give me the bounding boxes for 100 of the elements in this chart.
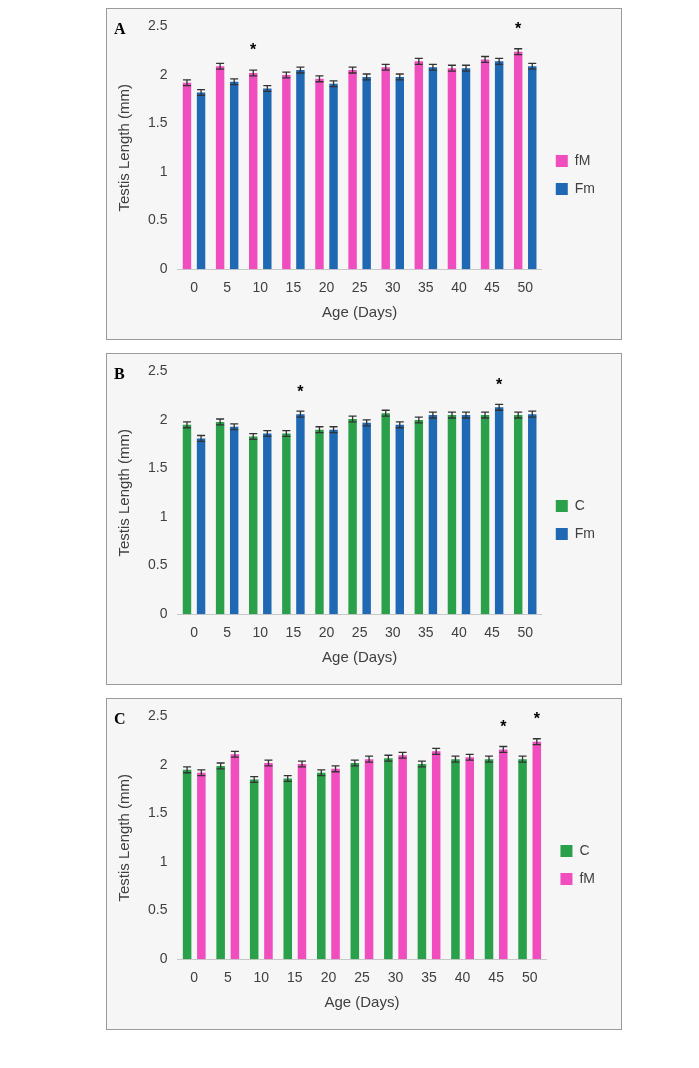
- annotation: *: [297, 382, 305, 400]
- annotation: *: [496, 375, 504, 393]
- chart-title: B: [114, 365, 125, 383]
- bar: [364, 759, 374, 960]
- y-tick-label: 0: [159, 950, 168, 967]
- bar: [484, 759, 494, 960]
- bar: [451, 759, 460, 960]
- bar: [350, 763, 360, 960]
- y-axis-title: Testis Length (mm): [115, 774, 133, 902]
- bar: [229, 426, 239, 615]
- legend-label: C: [574, 496, 585, 513]
- bar: [494, 61, 504, 270]
- y-tick-label: 2.5: [147, 17, 168, 34]
- bar: [414, 61, 424, 270]
- x-tick-label: 20: [318, 624, 335, 641]
- x-tick-label: 0: [190, 624, 199, 641]
- bar: [348, 70, 357, 270]
- y-tick-label: 2: [159, 65, 168, 82]
- bar: [362, 76, 371, 270]
- bar: [381, 67, 390, 270]
- bar: [317, 772, 326, 960]
- bar: [282, 74, 291, 270]
- bar: [398, 755, 407, 960]
- x-tick-label: 15: [287, 969, 303, 986]
- bar: [182, 424, 192, 615]
- x-tick-label: 50: [517, 279, 534, 296]
- bar: [296, 70, 305, 270]
- bar: [215, 66, 225, 270]
- bar: [528, 414, 537, 615]
- x-tick-label: 50: [521, 969, 538, 986]
- y-tick-label: 0: [159, 605, 168, 622]
- bar: [230, 754, 240, 960]
- bar: [513, 51, 523, 270]
- bar: [182, 82, 192, 270]
- bar: [447, 68, 457, 270]
- bar: [249, 73, 258, 270]
- annotation: *: [250, 41, 258, 59]
- x-tick-label: 45: [488, 969, 505, 986]
- x-tick-label: 25: [354, 969, 370, 986]
- x-axis-title: Age (Days): [322, 303, 398, 321]
- y-tick-label: 2: [159, 755, 168, 772]
- bar: [296, 414, 305, 615]
- y-axis-title: Testis Length (mm): [115, 429, 133, 557]
- annotation: *: [533, 710, 541, 728]
- x-tick-label: 30: [384, 624, 401, 641]
- x-tick-label: 35: [418, 624, 434, 641]
- chart-title: C: [114, 710, 126, 728]
- bar: [384, 758, 393, 960]
- bar: [283, 778, 293, 960]
- legend-label: Fm: [574, 179, 595, 196]
- bar: [196, 438, 206, 615]
- x-tick-label: 15: [285, 624, 302, 641]
- bar: [498, 749, 508, 960]
- x-tick-label: 10: [253, 969, 270, 986]
- x-tick-label: 35: [418, 279, 434, 296]
- x-tick-label: 50: [517, 624, 534, 641]
- x-tick-label: 40: [454, 969, 471, 986]
- bar: [348, 418, 357, 615]
- bar: [297, 763, 307, 960]
- y-tick-label: 1.5: [147, 804, 168, 821]
- y-tick-label: 1: [159, 852, 168, 869]
- bar: [282, 433, 291, 615]
- x-tick-label: 5: [223, 279, 232, 296]
- bar: [461, 68, 471, 270]
- chart-title: A: [114, 20, 126, 38]
- y-tick-label: 0.5: [147, 901, 168, 918]
- legend-label: fM: [579, 869, 596, 886]
- x-tick-label: 30: [384, 279, 401, 296]
- x-tick-label: 45: [484, 279, 501, 296]
- bar: [480, 415, 490, 615]
- bar: [196, 92, 206, 270]
- x-tick-label: 5: [223, 624, 232, 641]
- bar: [417, 763, 427, 960]
- y-axis-title: Testis Length (mm): [115, 84, 133, 212]
- x-tick-label: 40: [451, 279, 467, 296]
- legend-label: C: [579, 841, 590, 858]
- y-tick-label: 2.5: [147, 707, 168, 724]
- bar: [480, 59, 490, 270]
- x-axis-title: Age (Days): [322, 648, 398, 666]
- x-tick-label: 25: [351, 624, 368, 641]
- bar: [528, 66, 537, 270]
- x-tick-label: 0: [190, 969, 199, 986]
- bar: [329, 429, 338, 615]
- x-tick-label: 35: [421, 969, 438, 986]
- x-tick-label: 10: [252, 624, 269, 641]
- y-tick-label: 1.5: [147, 459, 168, 476]
- bar: [518, 759, 527, 960]
- annotation: *: [500, 717, 508, 735]
- x-tick-label: 45: [484, 624, 501, 641]
- bar: [431, 751, 441, 960]
- bar: [197, 772, 206, 960]
- bar: [532, 741, 542, 960]
- y-tick-label: 2: [159, 410, 168, 427]
- bar: [263, 433, 272, 615]
- bar: [182, 769, 192, 960]
- x-tick-label: 25: [351, 279, 368, 296]
- bar: [331, 768, 340, 960]
- y-tick-label: 1: [159, 162, 168, 179]
- x-tick-label: 0: [190, 279, 199, 296]
- x-tick-label: 5: [223, 969, 232, 986]
